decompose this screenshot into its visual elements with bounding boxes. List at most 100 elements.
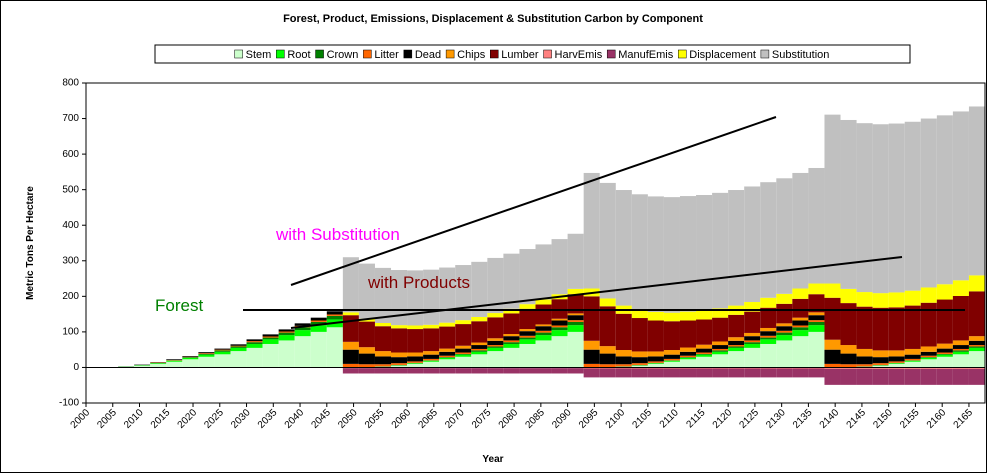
bar-segment [230,344,247,346]
bar-segment [535,326,552,331]
bar-segment [423,368,440,374]
bar-segment [583,349,600,364]
annotation: with Products [367,273,470,292]
bar-segment [615,367,632,369]
bar-segment [471,350,488,352]
bar-segment [423,328,440,352]
bar-segment [583,368,600,378]
bar-segment [952,111,969,281]
legend-swatch [315,49,324,59]
bar-segment [391,352,408,358]
bar-segment [342,315,359,342]
bar-segment [615,190,632,306]
bar-segment [920,368,937,385]
bar-segment [760,368,777,378]
bar-segment [663,367,680,369]
bar-segment [503,313,520,335]
bar-segment [872,357,889,364]
bar-segment [198,352,215,354]
bar-segment [968,347,985,352]
bar-segment [728,368,745,378]
bar-segment [551,318,568,321]
bar-segment [936,367,953,369]
bar-segment [744,347,761,368]
bar-segment [904,305,921,349]
bar-segment [888,356,905,362]
bar-segment [246,339,263,342]
bar-segment [326,327,343,368]
bar-segment [407,270,424,326]
bar-segment [326,311,343,315]
bar-segment [342,349,359,364]
bar-segment [262,343,279,368]
bar-segment [776,368,793,378]
bar-segment [503,347,520,368]
bar-segment [599,368,616,378]
bar-segment [679,351,697,356]
bar-segment [952,350,969,352]
bar-segment [920,351,937,356]
bar-segment [679,355,697,358]
bar-segment [198,353,215,354]
y-tick-label: 300 [62,255,79,266]
bar-segment [166,359,183,360]
legend-swatch [760,49,770,59]
bar-segment [214,349,231,351]
legend-swatch [490,49,499,59]
bar-segment [679,359,697,368]
bar-segment [246,341,263,343]
bar-segment [696,368,713,378]
bar-segment [246,347,263,368]
bar-segment [872,367,889,369]
bar-segment [567,294,584,314]
bar-segment [535,368,552,374]
bar-segment [150,363,167,364]
bar-segment [968,340,985,346]
legend-label: Root [287,49,310,61]
bar-segment [471,261,488,317]
bar-segment [631,357,648,364]
bar-segment [696,367,713,369]
bar-segment [198,356,215,368]
trend-line [290,116,777,286]
bar-segment [262,336,279,338]
bar-segment [856,306,873,349]
bar-segment [663,368,680,378]
bar-segment [519,337,536,340]
bar-segment [439,359,456,368]
bar-segment [407,329,424,353]
bar-segment [936,368,953,385]
y-tick-label: 600 [62,149,79,160]
bar-segment [920,359,937,368]
bar-segment [728,351,745,368]
bar-segment [471,368,488,374]
bar-segment [423,351,440,355]
legend [154,44,911,64]
bar-segment [856,123,873,293]
bar-segment [952,280,969,296]
bar-segment [728,347,745,352]
bar-segment [840,288,857,304]
bar-segment [519,331,536,336]
bar-segment [455,352,472,354]
bar-segment [744,368,761,378]
bar-segment [519,343,536,368]
bar-segment [471,354,488,368]
bar-segment [551,336,568,368]
bar-segment [888,363,905,368]
bar-segment [166,360,183,362]
legend-item: HarvEmis [543,49,603,61]
bar-segment [439,351,456,356]
bars [102,106,985,385]
bar-segment [679,357,697,360]
bar-segment [904,368,921,385]
bar-segment [391,270,408,326]
bar-segment [920,367,937,369]
bar-segment [358,364,375,368]
bar-segment [599,306,616,347]
bar-segment [455,354,472,357]
bar-segment [792,336,809,368]
bar-segment [535,324,552,327]
bar-segment [904,367,921,369]
